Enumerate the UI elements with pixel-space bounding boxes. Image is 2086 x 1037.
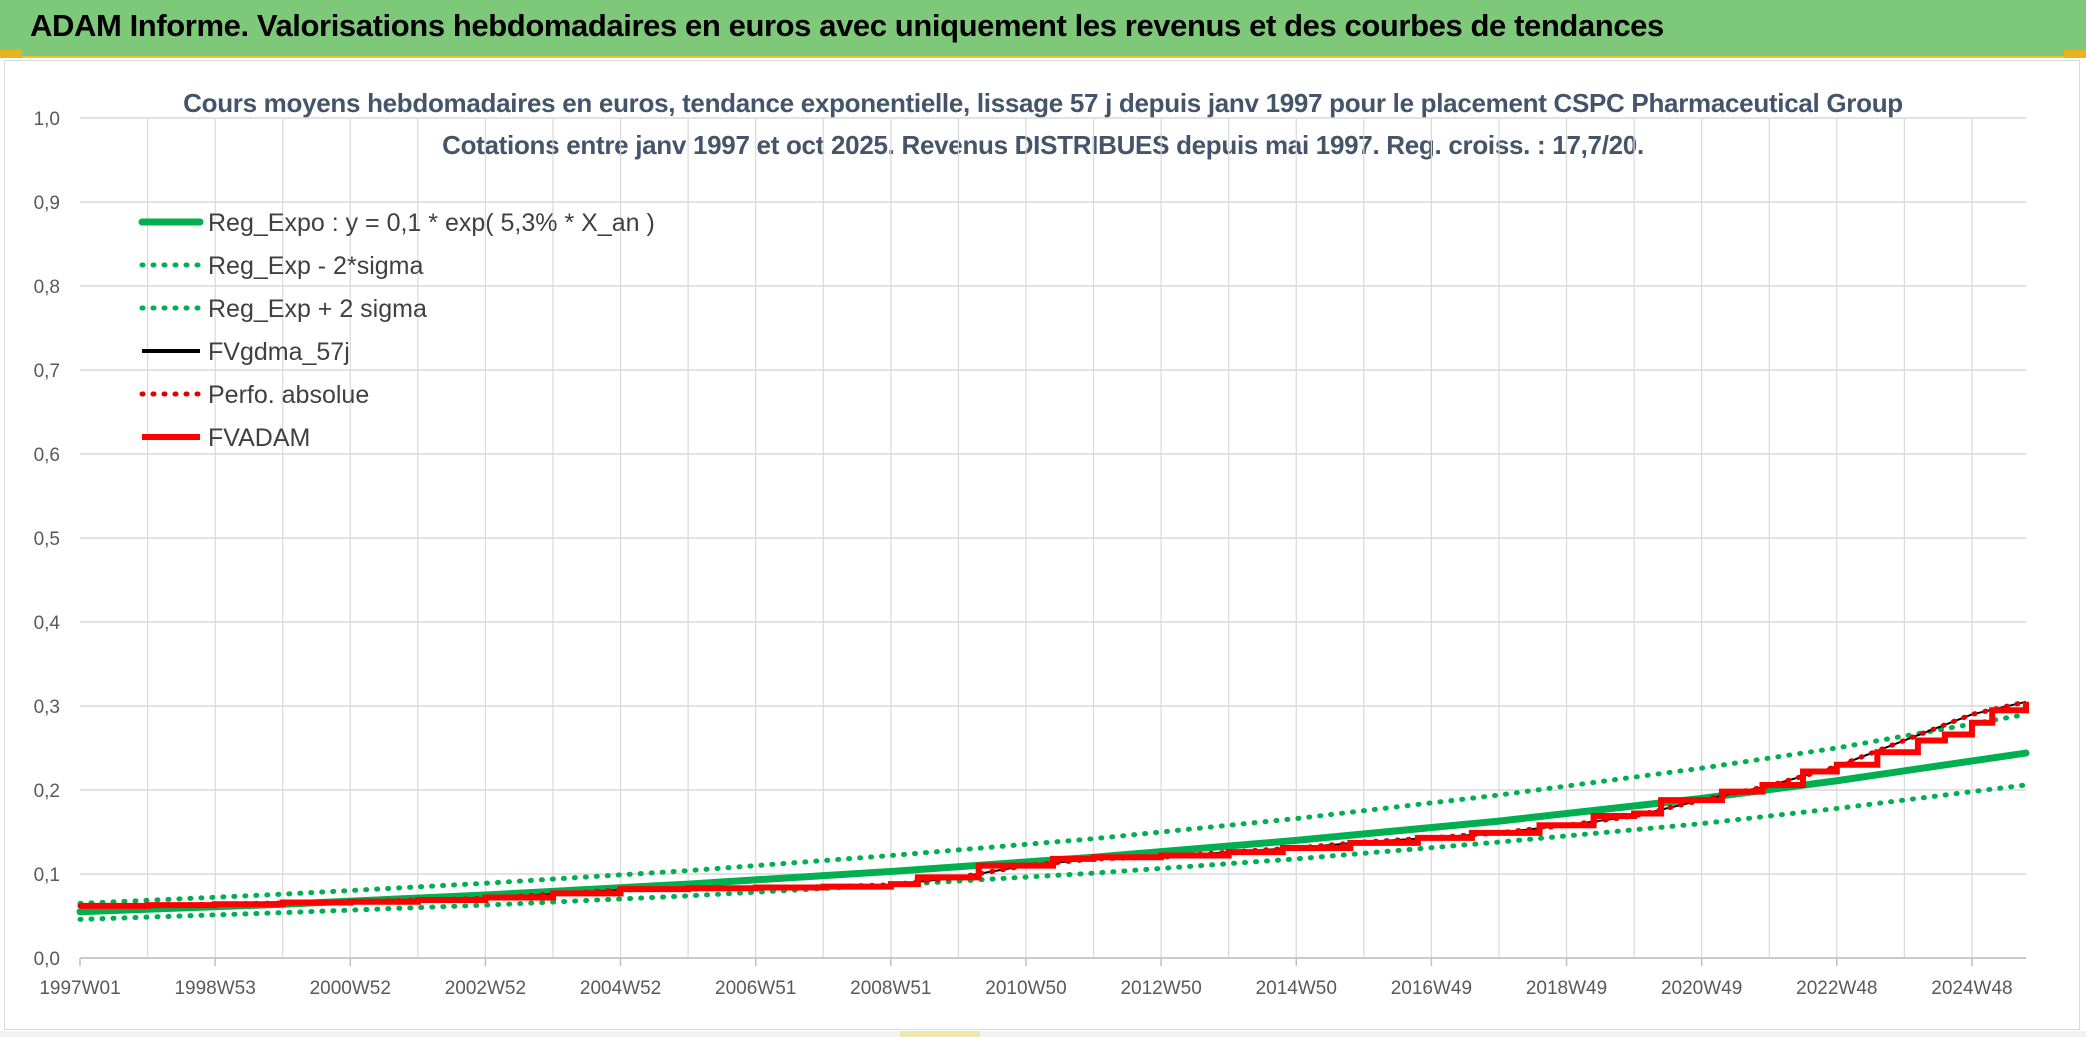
chart-area-border	[4, 60, 2080, 1030]
series-line-2	[77, 711, 2029, 906]
x-tick-label: 1998W53	[174, 978, 255, 999]
bottom-strip-mark	[900, 1031, 980, 1037]
x-tick-label: 2024W48	[1931, 978, 2012, 999]
x-tick-label: 2018W49	[1526, 978, 1607, 999]
header-banner: ADAM Informe. Valorisations hebdomadaire…	[0, 0, 2086, 58]
legend-label: Reg_Expo : y = 0,1 * exp( 5,3% * X_an )	[208, 209, 655, 237]
legend-label: FVgdma_57j	[208, 338, 350, 366]
x-tick-label: 2008W51	[850, 978, 931, 999]
x-tick-label: 2022W48	[1796, 978, 1877, 999]
x-tick-label: 2004W52	[580, 978, 661, 999]
y-tick-label: 1,0	[34, 109, 60, 130]
x-tick-label: 2012W50	[1120, 978, 1201, 999]
y-tick-label: 0,1	[34, 865, 60, 886]
chart-subtitle: Cotations entre janv 1997 et oct 2025. R…	[442, 130, 1644, 160]
series-line-1	[77, 782, 2029, 922]
y-tick-label: 0,0	[34, 949, 60, 970]
y-tick-label: 0,8	[34, 277, 60, 298]
y-tick-label: 0,6	[34, 445, 60, 466]
series-line-4	[77, 699, 2029, 909]
x-tick-label: 2016W49	[1391, 978, 1472, 999]
x-tick-label: 2010W50	[985, 978, 1066, 999]
y-tick-label: 0,9	[34, 193, 60, 214]
y-tick-label: 0,2	[34, 781, 60, 802]
chart-title: Cours moyens hebdomadaires en euros, ten…	[183, 88, 1903, 118]
legend-label: Reg_Exp + 2 sigma	[208, 295, 427, 323]
y-tick-label: 0,4	[34, 613, 61, 634]
series-line-0	[76, 749, 2030, 916]
series-line-3	[79, 700, 2027, 907]
x-tick-label: 2006W51	[715, 978, 796, 999]
x-tick-label: 2002W52	[445, 978, 526, 999]
legend-label: Perfo. absolue	[208, 381, 369, 409]
x-tick-label: 2020W49	[1661, 978, 1742, 999]
bottom-strip	[0, 1031, 2086, 1037]
x-tick-label: 2014W50	[1256, 978, 1337, 999]
banner-corner-right	[2064, 50, 2086, 58]
y-tick-label: 0,7	[34, 361, 60, 382]
y-tick-label: 0,3	[34, 697, 60, 718]
header-title: ADAM Informe. Valorisations hebdomadaire…	[30, 8, 1664, 43]
legend-label: FVADAM	[208, 424, 310, 452]
series-line-5	[80, 701, 2029, 909]
x-tick-label: 2000W52	[310, 978, 391, 999]
legend-label: Reg_Exp - 2*sigma	[208, 252, 423, 280]
x-tick-label: 1997W01	[39, 978, 120, 999]
banner-corner-left	[0, 50, 22, 58]
y-tick-label: 0,5	[34, 529, 60, 550]
